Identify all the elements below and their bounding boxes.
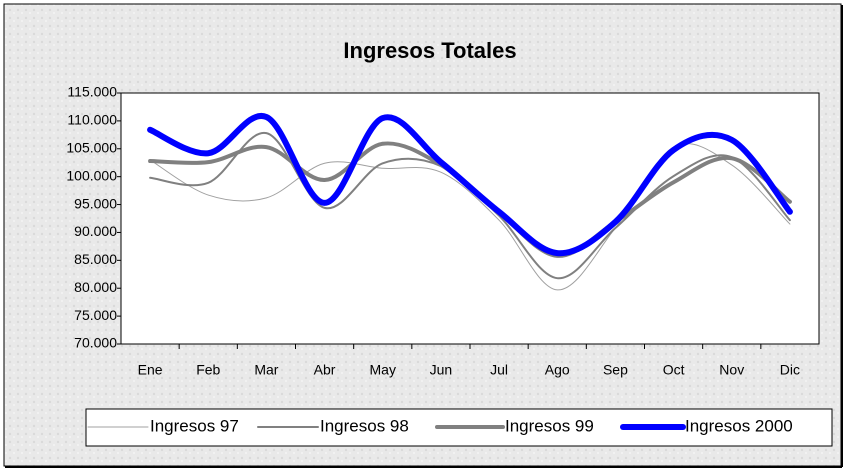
y-tick-label: 90.000 [74, 223, 117, 239]
x-tick-label: Abr [314, 362, 336, 378]
x-tick-label: Nov [719, 362, 744, 378]
x-tick-label: Oct [663, 362, 685, 378]
y-tick-label: 70.000 [74, 335, 117, 351]
y-tick-label: 75.000 [74, 307, 117, 323]
y-tick-label: 105.000 [66, 139, 117, 155]
y-tick-label: 85.000 [74, 251, 117, 267]
y-tick-label: 110.000 [67, 112, 117, 128]
x-tick-label: Jun [430, 362, 453, 378]
chart-title: Ingresos Totales [343, 38, 516, 63]
x-tick-label: Ago [545, 362, 570, 378]
x-tick-label: Sep [603, 362, 628, 378]
x-tick-label: Feb [196, 362, 220, 378]
legend-label: Ingresos 97 [150, 416, 239, 435]
y-tick-label: 95.000 [74, 195, 117, 211]
y-tick-label: 115.000 [67, 84, 117, 100]
plot-area [120, 92, 820, 345]
legend-label: Ingresos 98 [320, 416, 409, 435]
x-tick-label: Jul [490, 362, 508, 378]
series-line [147, 112, 793, 257]
x-tick-label: Dic [780, 362, 800, 378]
legend-label: Ingresos 2000 [685, 416, 793, 435]
legend-label: Ingresos 99 [505, 416, 594, 435]
x-tick-label: Ene [138, 362, 163, 378]
x-tick-label: Mar [254, 362, 278, 378]
y-tick-label: 80.000 [74, 279, 117, 295]
y-tick-label: 100.000 [66, 167, 117, 183]
x-tick-label: May [370, 362, 396, 378]
